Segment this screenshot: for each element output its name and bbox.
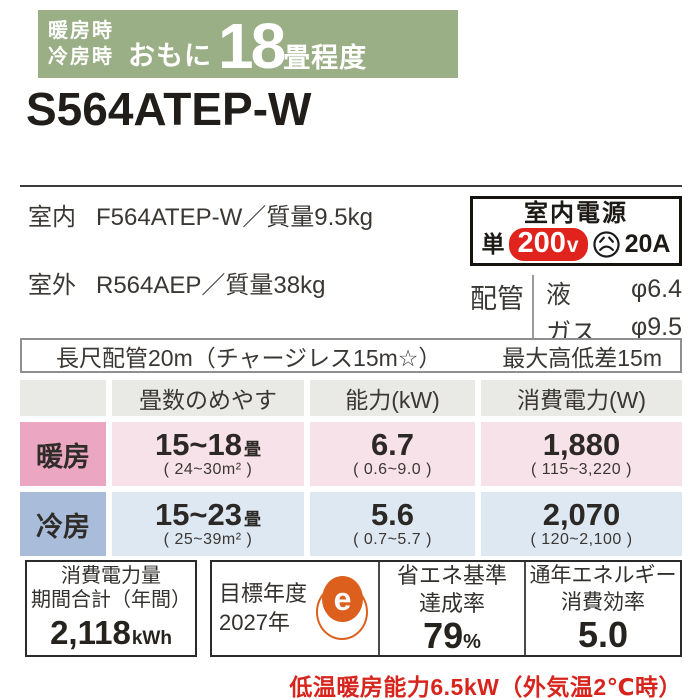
single-phase-label: 単 (481, 230, 505, 257)
indoor-power-spec: 単 200 v 20A (481, 226, 671, 261)
consumption-label-line2: 期間合計（年間） (31, 589, 191, 612)
liquid-label: 液 (546, 281, 572, 309)
capacity-banner: 暖房時 冷房時 おもに 18 畳程度 (38, 10, 458, 78)
achievement-label-line2: 達成率 (418, 590, 485, 616)
target-year-label: 目標年度 (218, 580, 307, 606)
indoor-unit-label: 室内 (28, 204, 76, 231)
indoor-unit-line: 室内 F564ATEP-W／質量9.5kg (28, 197, 373, 232)
header-tatami: 畳数のめやす (112, 380, 304, 416)
heating-tatami-range: ( 24~30m² ) (163, 461, 253, 479)
mode-labels: 暖房時 冷房時 (48, 18, 114, 70)
cooling-tatami-range: ( 25~39m² ) (163, 531, 253, 549)
pipe-length-bar: 長尺配管20m（チャージレス15m☆） 最大高低差15m (20, 338, 682, 373)
gas-diameter: φ9.5 (631, 313, 682, 341)
low-temp-heating-footnote: 低温暖房能力6.5kW（外気温2℃時） (289, 674, 682, 700)
energy-label-box: 目標年度 2027年 e 省エネ基準 達成率 79 % 通年エネルギー 消費効率… (210, 560, 682, 657)
heating-row-label: 暖房 (20, 422, 106, 486)
cooling-power-cell: 2,070 ( 120~2,100 ) (481, 492, 682, 556)
target-year-value: 2027年 (218, 609, 290, 635)
tatami-size-suffix: 畳程度 (283, 43, 368, 73)
achievement-unit: % (463, 631, 481, 654)
piping-label: 配管 (470, 284, 524, 314)
voltage-value: 200 (517, 226, 566, 259)
cooling-capacity-range: ( 0.7~5.7 ) (353, 531, 432, 549)
divider-line (20, 185, 682, 187)
cooling-tatami-cell: 15~23 畳 ( 25~39m² ) (112, 492, 304, 556)
e-logo-letter: e (333, 580, 352, 617)
heating-capacity-cell: 6.7 ( 0.6~9.0 ) (310, 422, 475, 486)
standard-achievement-section: 省エネ基準 達成率 79 % (378, 562, 524, 655)
consumption-value: 2,118 (50, 614, 131, 652)
header-power: 消費電力(W) (481, 380, 682, 416)
consumption-unit: kWh (131, 628, 172, 650)
energy-saving-e-logo-icon: e (313, 575, 371, 642)
apf-section: 通年エネルギー 消費効率 5.0 (524, 562, 680, 655)
voltage-unit: v (566, 233, 579, 257)
mainly-label: おもに (128, 41, 212, 71)
annual-consumption-box: 消費電力量 期間合計（年間） 2,118 kWh (25, 560, 197, 657)
outdoor-unit-value: R564AEP／質量38kg (96, 272, 326, 299)
outdoor-unit-line: 室外 R564AEP／質量38kg (28, 265, 325, 300)
apf-label-line2: 消費効率 (561, 590, 645, 614)
header-empty-cell (20, 380, 106, 416)
piping-divider (532, 275, 534, 349)
apf-value: 5.0 (577, 613, 629, 655)
amperage-value: 20A (624, 229, 671, 258)
cooling-row-label: 冷房 (20, 492, 106, 556)
pipe-length-text: 長尺配管20m（チャージレス15m☆） (56, 344, 442, 371)
heating-capacity-value: 6.7 (370, 426, 415, 462)
indoor-power-title: 室内電源 (524, 199, 628, 227)
cooling-power-value: 2,070 (542, 496, 621, 532)
model-number: S564ATEP-W (26, 83, 312, 135)
outdoor-unit-label: 室外 (28, 272, 76, 299)
indoor-unit-value: F564ATEP-W／質量9.5kg (96, 204, 373, 231)
apf-label-line1: 通年エネルギー (529, 564, 677, 588)
cooling-capacity-cell: 5.6 ( 0.7~5.7 ) (310, 492, 475, 556)
heating-time-label: 暖房時 (48, 20, 114, 42)
max-height-diff-text: 最大高低差15m (502, 344, 662, 371)
consumption-label-line1: 消費電力量 (61, 565, 161, 588)
outlet-icon (592, 230, 620, 258)
cooling-power-range: ( 120~2,100 ) (530, 531, 633, 549)
voltage-badge: 200 v (508, 226, 588, 261)
heating-power-value: 1,880 (542, 426, 621, 462)
liquid-diameter: φ6.4 (631, 275, 682, 303)
tatami-size-number: 18 (218, 10, 286, 82)
e-logo-ball: e (322, 575, 363, 622)
piping-row-liquid: 液 φ6.4 (546, 275, 682, 311)
heating-tatami-value: 15~18 (154, 426, 243, 462)
indoor-power-box: 室内電源 単 200 v 20A (470, 196, 682, 266)
cooling-time-label: 冷房時 (48, 46, 114, 68)
header-capacity: 能力(kW) (310, 380, 475, 416)
achievement-value: 79 (423, 615, 464, 657)
heating-tatami-cell: 15~18 畳 ( 24~30m² ) (112, 422, 304, 486)
spec-table: 畳数のめやす 能力(kW) 消費電力(W) 暖房 15~18 畳 ( 24~30… (20, 380, 682, 556)
heating-capacity-range: ( 0.6~9.0 ) (353, 461, 432, 479)
achievement-label-line1: 省エネ基準 (396, 563, 507, 589)
cooling-tatami-value: 15~23 (154, 496, 243, 532)
cooling-tatami-unit: 畳 (244, 509, 262, 529)
heating-tatami-unit: 畳 (244, 439, 262, 459)
heating-power-cell: 1,880 ( 115~3,220 ) (481, 422, 682, 486)
cooling-capacity-value: 5.6 (370, 496, 415, 532)
heating-power-range: ( 115~3,220 ) (531, 461, 632, 479)
target-year-section: 目標年度 2027年 e (212, 562, 378, 655)
